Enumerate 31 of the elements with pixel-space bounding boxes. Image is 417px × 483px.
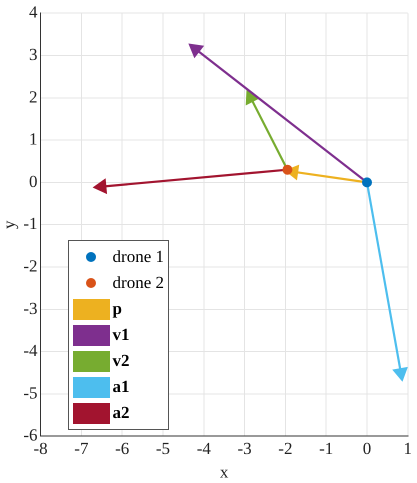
y-tick-label: 4 [29,2,38,22]
y-tick-label: -3 [23,298,38,318]
x-tick-label: 0 [362,438,372,458]
y-tick-label: 1 [29,130,38,149]
x-tick-label: -7 [74,438,89,458]
y-tick-label: -6 [23,426,38,445]
y-tick-label: -1 [23,214,38,234]
legend-label: v1 [112,325,130,346]
x-tick-label: -1 [319,438,334,458]
x-tick-label: -3 [237,438,252,458]
y-tick-label: 3 [29,44,38,64]
y-tick-label: -4 [23,341,38,360]
legend-label: v2 [112,351,130,372]
legend-label: drone 2 [112,273,164,294]
point [282,164,292,175]
y-axis-title: y [0,220,19,229]
x-tick-label: -2 [278,438,292,458]
y-tick-label: 0 [29,172,38,191]
x-axis-title: x [220,462,229,482]
legend-label: drone 1 [112,247,164,268]
x-tick-label: -5 [156,438,170,458]
y-tick-label: -2 [23,256,38,276]
x-tick-label: 1 [404,438,412,458]
y-tick-label: 2 [29,87,38,106]
x-tick-label: -6 [115,438,130,458]
legend-label: p [112,299,122,320]
legend-label: a1 [112,377,130,398]
x-tick-label: -4 [196,438,212,458]
y-tick-label: -5 [23,383,38,402]
legend-label: a2 [112,403,130,424]
point [362,177,372,188]
